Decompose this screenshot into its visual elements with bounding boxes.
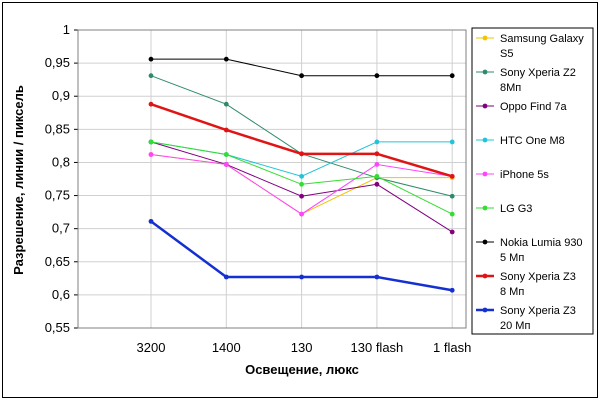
- x-axis-label: Освещение, люкс: [245, 362, 359, 377]
- legend-label: HTC One M8: [500, 135, 565, 147]
- legend-marker: [482, 69, 488, 75]
- x-tick-label: 130 flash: [351, 340, 404, 355]
- legend-marker: [482, 307, 488, 313]
- data-point: [374, 181, 380, 187]
- data-point: [374, 162, 380, 167]
- y-tick-label: 0,95: [45, 55, 70, 70]
- legend-label: Sony Xperia Z3: [500, 305, 576, 317]
- data-point: [299, 274, 304, 280]
- legend-label: 8 Мп: [500, 286, 524, 298]
- data-point: [223, 101, 229, 107]
- data-point: [449, 229, 455, 235]
- data-point: [223, 274, 229, 280]
- legend-label: Nokia Lumia 930: [500, 237, 583, 249]
- legend-marker: [482, 103, 488, 109]
- y-tick-label: 0,6: [52, 287, 70, 302]
- data-point: [299, 211, 304, 217]
- legend-label: Sony Xperia Z3: [500, 271, 576, 283]
- x-tick-label: 3200: [137, 340, 166, 355]
- legend-marker: [482, 171, 488, 177]
- legend-marker: [482, 137, 488, 143]
- legend-marker: [482, 273, 488, 279]
- data-point: [374, 139, 380, 145]
- data-point: [148, 218, 154, 224]
- x-tick-label: 130: [291, 340, 313, 355]
- y-tick-label: 0,55: [45, 320, 70, 335]
- legend-label: 20 Мп: [500, 320, 530, 332]
- legend-label: iPhone 5s: [500, 169, 549, 181]
- data-point: [148, 101, 154, 107]
- y-tick-label: 0,7: [52, 221, 70, 236]
- legend-box: [471, 27, 594, 335]
- data-point: [449, 193, 455, 199]
- y-axis-label: Разрешение, линии / пиксель: [11, 85, 26, 275]
- plot-area: [77, 29, 467, 329]
- y-tick-label: 0,65: [45, 254, 70, 269]
- data-point: [148, 152, 154, 157]
- data-point: [449, 173, 455, 179]
- data-point: [299, 181, 304, 187]
- data-point: [148, 139, 154, 145]
- legend-label: 8Мп: [500, 82, 521, 94]
- legend-label: Oppo Find 7a: [500, 101, 568, 113]
- legend-label: Sony Xperia Z2: [500, 67, 576, 79]
- legend-marker: [482, 35, 488, 41]
- data-point: [223, 162, 229, 167]
- data-point: [299, 73, 304, 79]
- chart-frame: 0,55 0,6 0,65 0,7 0,75 0,8 0,85 0,9 0,95 1 3200 140…: [2, 2, 598, 398]
- y-tick-label: 0,9: [52, 88, 70, 103]
- data-point: [223, 56, 229, 62]
- data-point: [374, 274, 380, 280]
- y-tick-label: 0,75: [45, 188, 70, 203]
- legend-marker: [482, 205, 488, 211]
- data-point: [449, 73, 455, 79]
- legend-label: LG G3: [500, 203, 532, 215]
- y-tick-label: 0,85: [45, 121, 70, 136]
- data-point: [374, 151, 380, 157]
- data-point: [223, 127, 229, 133]
- data-point: [148, 56, 154, 62]
- data-point: [374, 173, 380, 179]
- data-point: [148, 73, 154, 79]
- x-tick-label: 1400: [212, 340, 241, 355]
- data-point: [449, 287, 455, 293]
- legend-marker: [482, 239, 488, 245]
- data-point: [223, 152, 229, 157]
- legend-label: 5 Мп: [500, 252, 524, 264]
- data-point: [299, 151, 304, 157]
- y-tick-label: 1: [63, 22, 70, 37]
- legend-label: Samsung Galaxy: [500, 33, 584, 45]
- data-point: [449, 139, 455, 145]
- data-point: [449, 211, 455, 217]
- data-point: [299, 193, 304, 199]
- legend-label: S5: [500, 48, 513, 60]
- data-point: [299, 173, 304, 179]
- data-point: [374, 73, 380, 79]
- line-chart: 0,55 0,6 0,65 0,7 0,75 0,8 0,85 0,9 0,95 1 3200 140…: [2, 2, 598, 398]
- x-tick-label: 1 flash: [433, 340, 471, 355]
- y-tick-label: 0,8: [52, 154, 70, 169]
